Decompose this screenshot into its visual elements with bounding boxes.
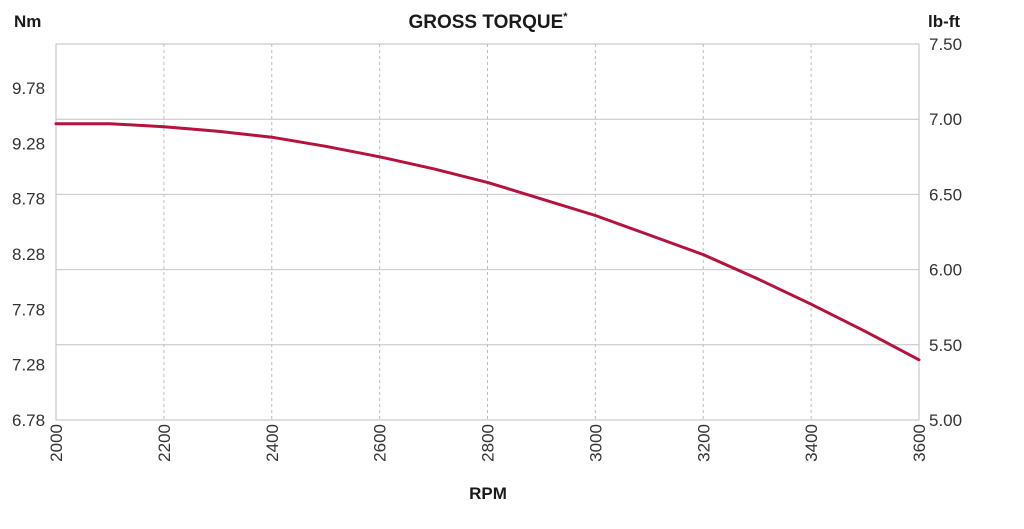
y-right-tick-label: 6.50 [929,185,962,204]
y-right-tick-label: 7.50 [929,35,962,54]
y-left-tick-label: 7.78 [12,300,45,319]
y-left-tick-label: 9.78 [12,79,45,98]
y-left-axis-label: Nm [14,12,41,31]
x-tick-label: 2400 [263,424,282,462]
x-tick-label: 3000 [586,424,605,462]
y-left-tick-label: 7.28 [12,356,45,375]
y-left-tick-labels: 6.78 7.28 7.78 8.28 8.78 9.28 9.78 [12,79,45,430]
x-tick-label: 2200 [155,424,174,462]
y-right-axis-label: lb-ft [928,12,960,31]
x-tick-label: 2800 [479,424,498,462]
y-right-tick-label: 5.50 [929,336,962,355]
y-right-tick-label: 5.00 [929,411,962,430]
x-tick-label: 2600 [371,424,390,462]
x-axis-label: RPM [469,484,507,503]
x-tick-label: 3600 [910,424,929,462]
x-tick-label: 3400 [802,424,821,462]
x-tick-label: 3200 [694,424,713,462]
x-tick-label: 2000 [47,424,66,462]
y-right-tick-label: 7.00 [929,110,962,129]
plot-frame [55,43,920,421]
y-right-tick-labels: 5.00 5.50 6.00 6.50 7.00 7.50 [929,35,962,430]
chart-title: GROSS TORQUE* [408,11,568,33]
chart-title-mark: * [563,11,568,23]
x-tick-labels: 2000 2200 2400 2600 2800 3000 3200 3400 3600 [47,424,929,462]
torque-series-line [54,122,921,362]
chart-title-text: GROSS TORQUE [408,12,563,33]
grid-layer [56,44,919,420]
y-left-tick-label: 8.28 [12,245,45,264]
y-right-tick-label: 6.00 [929,261,962,280]
y-left-tick-label: 8.78 [12,190,45,209]
y-left-tick-label: 9.28 [12,134,45,153]
y-left-tick-label: 6.78 [12,411,45,430]
